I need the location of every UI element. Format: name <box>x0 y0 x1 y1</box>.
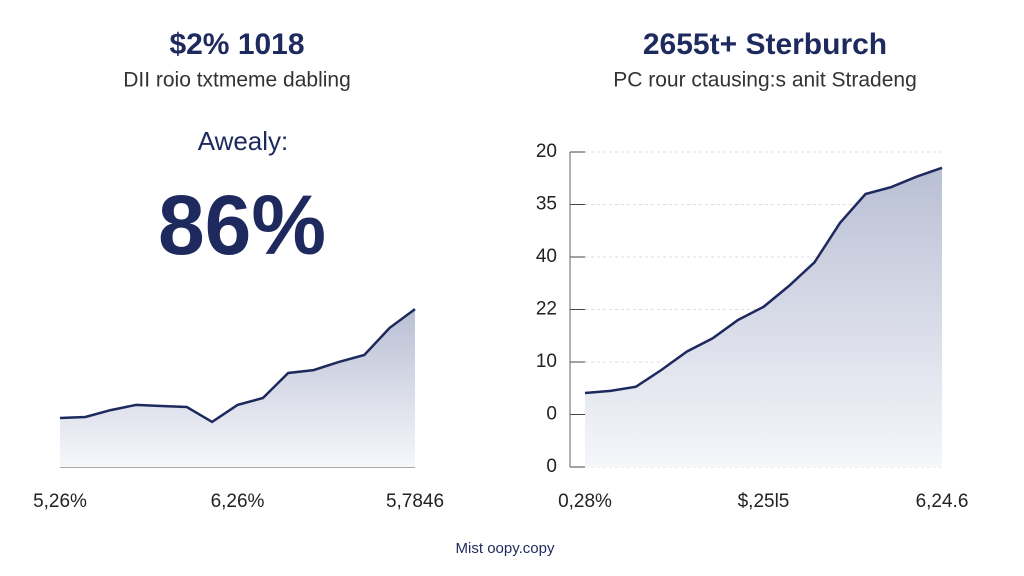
area-line <box>584 166 943 395</box>
highlight-value: 86% <box>158 178 326 272</box>
area-line <box>59 308 416 424</box>
y-tick-label: 10 <box>536 351 557 372</box>
y-tick-label: 22 <box>536 299 557 320</box>
x-tick-label: 0,28% <box>558 491 612 512</box>
footer: Mist oopy.copy <box>456 540 555 557</box>
x-tick-label: $,25l5 <box>738 491 790 512</box>
x-tick-label: 5,7846 <box>386 491 444 512</box>
y-tick-label: 20 <box>536 141 557 162</box>
panel-title: 2655t+ Sterburch <box>643 28 887 61</box>
x-tick-label: 6,26% <box>211 491 265 512</box>
y-tick-label: 0 <box>546 404 557 425</box>
y-tick-label: 0 <box>546 456 557 477</box>
x-tick-label: 6,24.6 <box>916 491 969 512</box>
heading: Awealy: <box>198 126 289 156</box>
y-tick-label: 40 <box>536 246 557 267</box>
y-tick-label: 35 <box>536 194 557 215</box>
x-tick-label: 5,26% <box>33 491 87 512</box>
area-fill <box>60 309 415 467</box>
panel-title: $2% 1018 <box>169 28 304 61</box>
area-fill <box>585 167 942 468</box>
panel-subtitle: DII roio txtmeme dabling <box>123 69 351 92</box>
panel-subtitle: PC rour ctausing:s anit Stradeng <box>613 69 917 92</box>
